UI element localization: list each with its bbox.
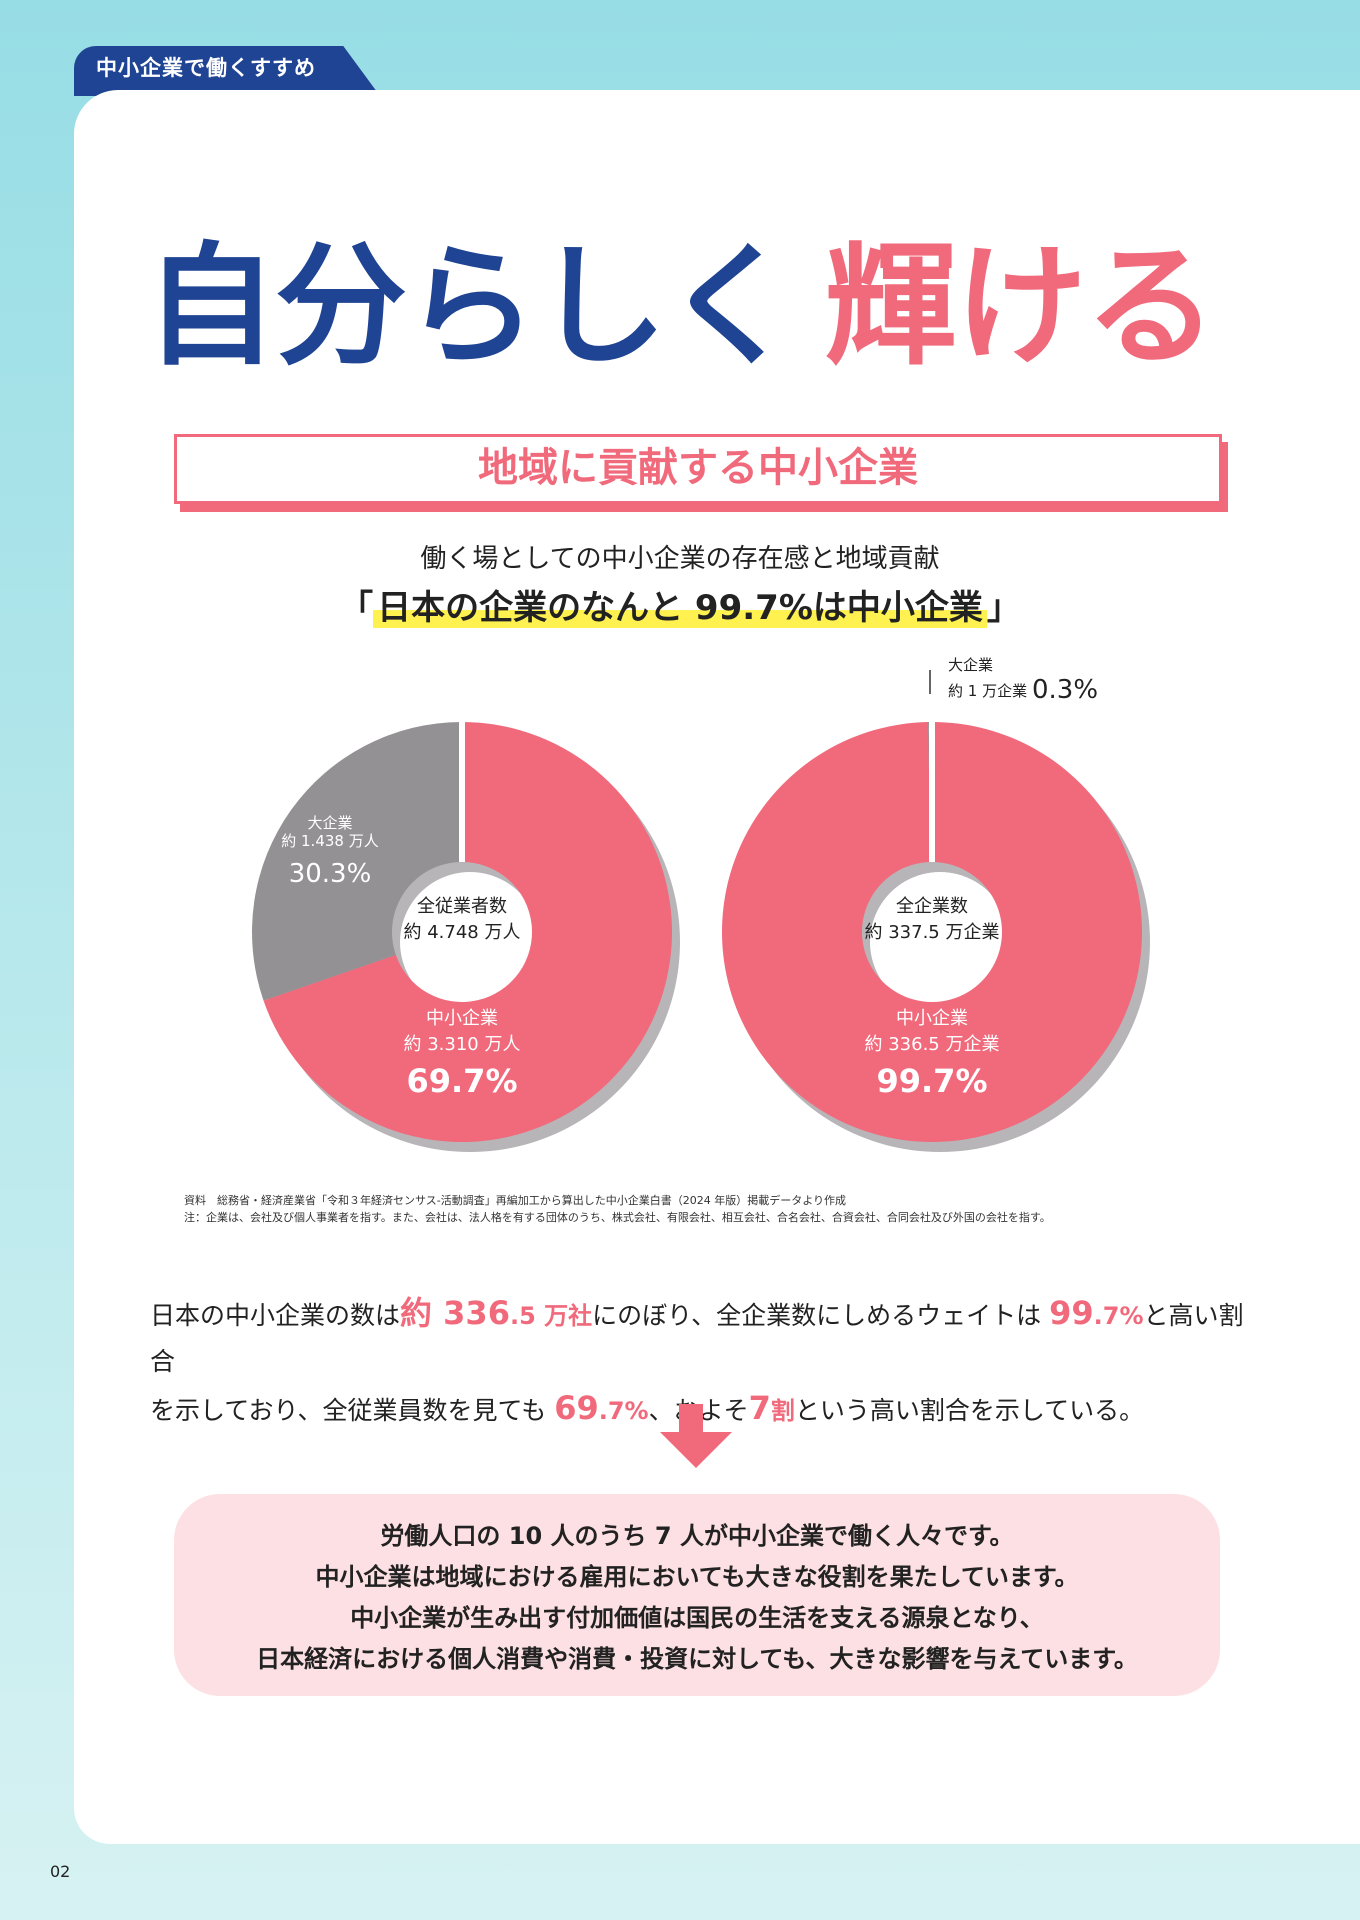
section-tab: 中小企業で働くすすめ — [74, 46, 380, 96]
donut-1-sme-detail: 約 336.5 万企業 — [865, 1034, 1000, 1055]
hero-title-part1: 自分らしく — [145, 230, 797, 384]
donut-1-large-percent: 0.3% — [1032, 675, 1098, 705]
section-title: 地域に貢献する中小企業 — [174, 434, 1222, 504]
donut-0-large-percent: 30.3% — [289, 859, 372, 889]
body-emphasis-employee-main: 69 — [554, 1389, 599, 1427]
hero-title: 自分らしく 輝ける — [0, 200, 1360, 391]
body-text-3: と高い割合 — [150, 1301, 1244, 1376]
body-text-6: という高い割合を示している。 — [794, 1396, 1145, 1425]
donut-charts: 全従業者数 約 4.748 万人 中小企業 約 3.310 万人 69.7% 大… — [251, 656, 1150, 1152]
donut-1-center-line1: 全企業数 — [896, 896, 968, 917]
summary-line: 中小企業は地域における雇用においても大きな役割を果たしています。 — [315, 1563, 1079, 1591]
summary-line: 中小企業が生み出す付加価値は国民の生活を支える源泉となり、 — [350, 1604, 1044, 1632]
body-text-4: を示しており、全従業員数を見ても — [150, 1396, 555, 1425]
donut-1-sme-name: 中小企業 — [896, 1008, 968, 1029]
donut-0-large-name: 大企業 — [307, 814, 352, 832]
hero-title-part2: 輝ける — [825, 230, 1217, 384]
down-arrow-icon — [679, 1404, 703, 1434]
headline-highlight: 日本の企業のなんと 99.7%は中小企業 — [373, 588, 987, 628]
source-line: 資料 総務省・経済産業省「令和３年経済センサス‐活動調査」再編加工から算出した中… — [184, 1194, 847, 1207]
body-emphasis-ratio-sub: 割 — [770, 1397, 795, 1425]
body-emphasis-ratio-main: 7 — [748, 1389, 771, 1427]
note-line: 注：企業は、会社及び個人事業者を指す。また、会社は、法人格を有する団体のうち、株… — [184, 1211, 1051, 1224]
body-emphasis-share-main: 99 — [1049, 1294, 1094, 1332]
headline: 「日本の企業のなんと 99.7%は中小企業」 — [0, 580, 1360, 629]
summary-line: 労働人口の 10 人のうち 7 人が中小企業で働く人々です。 — [380, 1522, 1014, 1550]
body-text-2: にのぼり、全企業数にしめるウェイトは — [592, 1301, 1050, 1330]
body-emphasis-count-sub: .5 万社 — [509, 1302, 593, 1330]
donut-1-slice-sme — [722, 722, 1142, 1142]
page-number: 02 — [50, 1862, 71, 1881]
sources-note: 資料 総務省・経済産業省「令和３年経済センサス‐活動調査」再編加工から算出した中… — [184, 1192, 1051, 1226]
body-emphasis-share-sub: .7% — [1093, 1302, 1144, 1330]
down-arrow-head — [660, 1432, 732, 1468]
donut-0-sme-percent: 69.7% — [406, 1062, 517, 1100]
headline-open-bracket: 「 — [339, 588, 374, 628]
donut-1-sme-percent: 99.7% — [876, 1062, 987, 1100]
lead-text: 働く場としての中小企業の存在感と地域貢献 — [420, 544, 940, 574]
donut-0-large-detail: 約 1.438 万人 — [281, 832, 378, 850]
body-text-1: 日本の中小企業の数は — [150, 1301, 401, 1330]
body-emphasis-count-main: 約 336 — [400, 1294, 510, 1332]
donut-1-large-name: 大企業 — [948, 656, 993, 674]
body-emphasis-employee-sub: .7% — [598, 1397, 649, 1425]
donut-0-sme-detail: 約 3.310 万人 — [404, 1034, 521, 1055]
donut-1-center-line2: 約 337.5 万企業 — [865, 922, 1000, 943]
donut-0-sme-name: 中小企業 — [426, 1008, 498, 1029]
donut-0-slice-sme — [263, 722, 672, 1142]
summary-line: 日本経済における個人消費や消費・投資に対しても、大きな影響を与えています。 — [256, 1645, 1138, 1673]
summary-box: 労働人口の 10 人のうち 7 人が中小企業で働く人々です。 中小企業は地域にお… — [174, 1494, 1220, 1696]
donut-1-large-detail: 約 1 万企業 — [948, 682, 1027, 700]
headline-close-bracket: 」 — [986, 588, 1021, 628]
donut-0-slice-large — [251, 722, 462, 1001]
body-paragraph: 日本の中小企業の数は約 336.5 万社にのぼり、全企業数にしめるウェイトは 9… — [150, 1290, 1260, 1434]
donut-0-center-line1: 全従業者数 — [417, 896, 507, 917]
donut-0-center-line2: 約 4.748 万人 — [404, 922, 521, 943]
